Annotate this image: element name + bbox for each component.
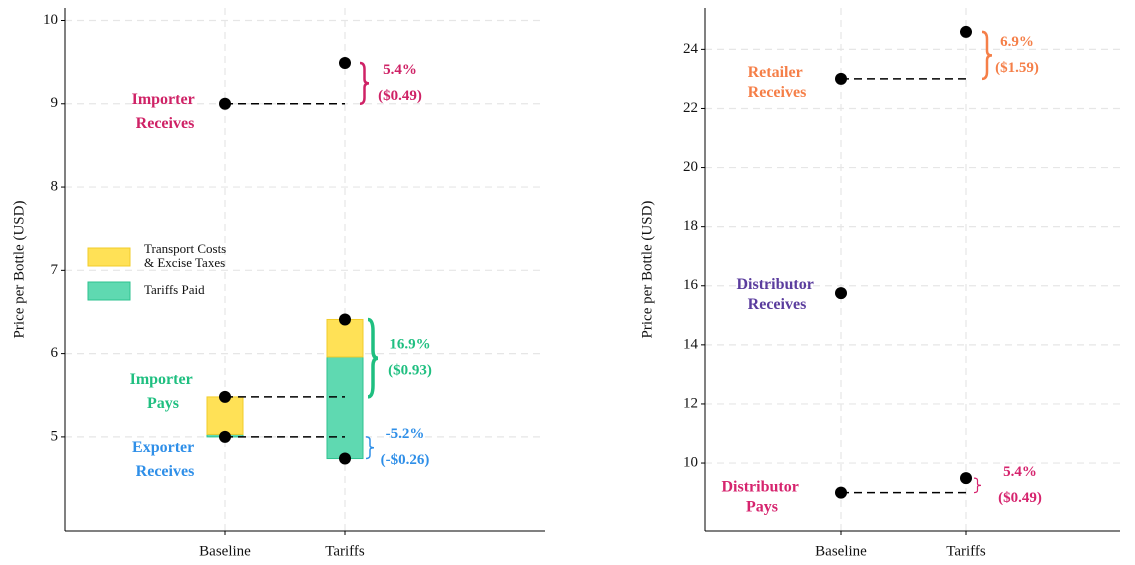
change-label: ($1.59) xyxy=(995,60,1039,76)
stack-segment xyxy=(326,318,364,358)
y-tick-label: 20 xyxy=(683,159,698,175)
panel: 10 12 14 16 18 20 22 24 Baseline Tariffs Price per… xyxy=(639,8,1120,559)
brace xyxy=(359,61,370,106)
y-tick-label: 22 xyxy=(683,100,698,116)
x-tick-label: Tariffs xyxy=(325,543,365,559)
brace xyxy=(367,317,379,399)
y-tick-label: 10 xyxy=(683,454,698,470)
dot xyxy=(339,452,351,465)
legend-label: Transport Costs & Excise Taxes xyxy=(144,241,229,270)
change-label: 5.4% xyxy=(383,62,417,78)
y-tick-label: 8 xyxy=(51,178,59,194)
change-label: ($0.49) xyxy=(378,88,422,104)
y-tick-label: 9 xyxy=(51,95,59,111)
change-label: 5.4% xyxy=(1003,464,1037,480)
y-tick-label: 5 xyxy=(51,428,59,444)
y-tick-label: 12 xyxy=(683,395,698,411)
change-label: (-$0.26) xyxy=(381,452,430,468)
dot xyxy=(835,486,847,499)
y-tick-label: 14 xyxy=(683,336,699,352)
dot xyxy=(339,313,351,326)
brace xyxy=(981,30,993,81)
y-tick-label: 16 xyxy=(683,277,699,293)
legend-swatch xyxy=(87,247,131,267)
dot xyxy=(339,56,351,69)
change-label: 16.9% xyxy=(389,337,430,353)
legend-swatch xyxy=(87,281,131,301)
change-label: ($0.49) xyxy=(998,490,1042,506)
series-label: Distributor Receives xyxy=(736,276,817,313)
change-label: 6.9% xyxy=(1000,34,1034,50)
change-label: ($0.93) xyxy=(388,363,432,379)
y-axis-label: Price per Bottle (USD) xyxy=(11,201,27,339)
dot xyxy=(960,472,972,485)
y-tick-label: 6 xyxy=(51,345,59,361)
dot xyxy=(219,390,231,403)
brace xyxy=(973,477,982,494)
series-label: Importer Pays xyxy=(130,371,197,412)
stack-segment xyxy=(326,356,364,460)
legend-label: Tariffs Paid xyxy=(144,282,205,297)
y-axis-label: Price per Bottle (USD) xyxy=(639,201,655,339)
y-tick-label: 10 xyxy=(43,12,58,28)
y-tick-label: 18 xyxy=(683,218,698,234)
series-label: Exporter Receives xyxy=(132,439,198,480)
brace xyxy=(365,436,375,460)
series-label: Distributor Pays xyxy=(721,478,802,515)
series-label: Importer Receives xyxy=(132,90,199,131)
dot xyxy=(219,430,231,443)
x-tick-label: Baseline xyxy=(199,543,251,559)
dot xyxy=(960,25,972,38)
y-tick-label: 7 xyxy=(51,262,59,278)
change-label: -5.2% xyxy=(386,426,425,442)
x-tick-label: Tariffs xyxy=(946,543,986,559)
stack-segment xyxy=(206,396,244,435)
dot xyxy=(219,97,231,110)
series-label: Retailer Receives xyxy=(748,64,807,101)
panel: 5 6 7 8 9 10 Baseline Tariffs Price per Bottle (… xyxy=(11,8,545,559)
dot xyxy=(835,72,847,85)
dot xyxy=(835,287,847,300)
x-tick-label: Baseline xyxy=(815,543,867,559)
y-tick-label: 24 xyxy=(683,41,699,57)
